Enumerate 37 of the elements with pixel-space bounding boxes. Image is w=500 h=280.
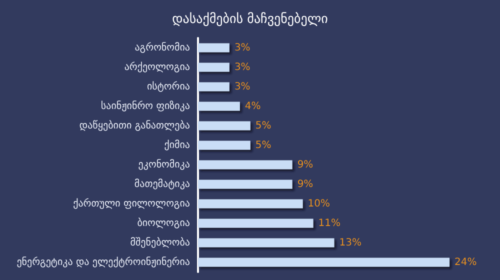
bar [198,140,250,150]
bar [198,218,314,228]
data-label: 5% [255,120,272,132]
y-tick-label: საინჟინრო ფიზიკა [100,100,190,112]
data-label: 4% [244,100,261,112]
y-tick-label: დაწყებითი განათლება [79,119,190,132]
y-tick-label: ეკონომიკა [138,158,190,170]
data-label: 5% [255,140,272,151]
bar [198,121,250,130]
bar [198,82,230,92]
bar [198,180,292,189]
data-label: 11% [318,218,341,229]
bar [198,62,230,72]
y-tick-label: აგრონომია [134,41,190,54]
bar [198,238,334,248]
bar [198,102,240,111]
y-tick-label: ქიმია [164,138,190,151]
data-label: 3% [234,81,250,92]
y-tick-label: მშენებლობა [130,236,190,248]
data-label: 13% [339,237,362,248]
data-label: 3% [234,42,250,54]
bar [198,43,230,52]
data-label: 3% [234,62,250,73]
y-tick-label: ისტორია [146,80,190,92]
bar [198,199,303,208]
y-tick-label: არქეოლოგია [124,60,190,73]
chart-title: დასაქმების მაჩვენებელი [172,12,328,27]
y-tick-label: ენერგეტიკა და ელექტროინჟინერია [16,256,190,268]
y-tick-label: ქართული ფილოლოგია [73,197,190,210]
data-label: 9% [297,159,314,170]
y-tick-label: მათემატიკა [134,178,190,190]
bar [198,160,292,170]
data-label: 10% [308,198,330,210]
y-tick-label: ბიოლოგია [137,216,190,229]
data-label: 9% [297,178,314,190]
bar [198,258,450,267]
data-label: 24% [454,256,477,268]
